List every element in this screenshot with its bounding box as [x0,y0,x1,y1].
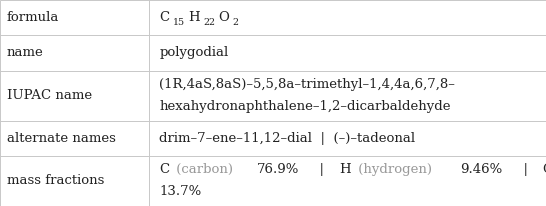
Text: O: O [543,163,546,177]
Text: name: name [7,46,43,59]
Text: |: | [311,163,333,177]
Text: mass fractions: mass fractions [7,174,104,187]
Text: O: O [218,11,229,24]
Text: hexahydronaphthalene–1,2–dicarbaldehyde: hexahydronaphthalene–1,2–dicarbaldehyde [159,100,451,113]
Text: 13.7%: 13.7% [159,185,201,198]
Text: 76.9%: 76.9% [257,163,299,177]
Text: 15: 15 [173,18,185,27]
Text: (carbon): (carbon) [173,163,238,177]
Text: drim–7–ene–11,12–dial  |  (–)–tadeonal: drim–7–ene–11,12–dial | (–)–tadeonal [159,132,416,145]
Text: H: H [188,11,200,24]
Text: 22: 22 [203,18,215,27]
Text: formula: formula [7,11,59,24]
Text: |: | [515,163,536,177]
Text: C: C [159,11,170,24]
Text: (1R,4aS,8aS)–5,5,8a–trimethyl–1,4,4a,6,7,8–: (1R,4aS,8aS)–5,5,8a–trimethyl–1,4,4a,6,7… [159,78,455,91]
Text: H: H [339,163,351,177]
Text: alternate names: alternate names [7,132,115,145]
Text: (hydrogen): (hydrogen) [354,163,436,177]
Text: 9.46%: 9.46% [460,163,502,177]
Text: 2: 2 [233,18,239,27]
Text: IUPAC name: IUPAC name [7,89,92,102]
Text: polygodial: polygodial [159,46,229,59]
Text: C: C [159,163,170,177]
